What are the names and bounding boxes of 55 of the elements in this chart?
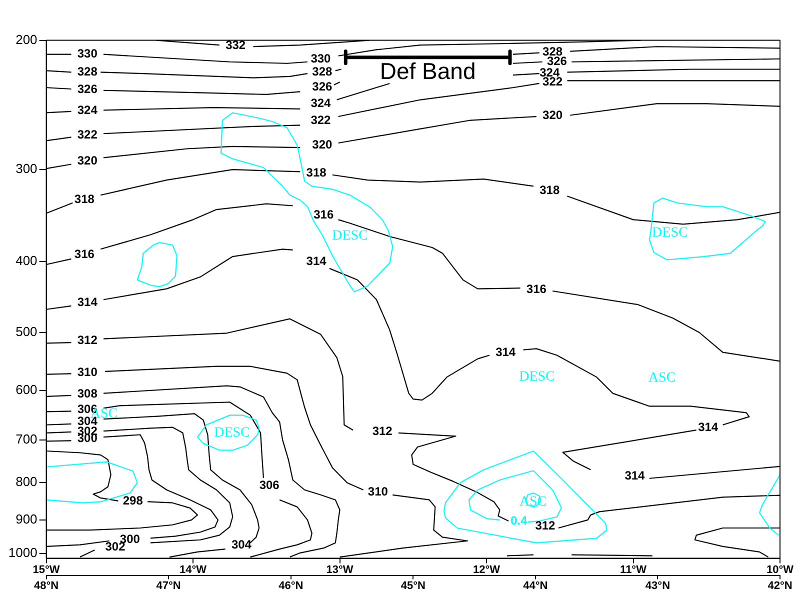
text: 312 <box>77 333 98 347</box>
text: 320 <box>77 153 98 168</box>
series-label: 328 <box>77 64 98 78</box>
annotation: ASC <box>648 370 676 386</box>
annotation: DESC <box>652 226 688 241</box>
x-tick-label: 11°W <box>620 564 648 576</box>
x-tick-label: 13°W <box>326 564 354 576</box>
annotation: DESC <box>519 370 555 385</box>
text: 326 <box>77 82 98 96</box>
series-label: 318 <box>74 192 95 206</box>
series-label: 308 <box>77 386 98 401</box>
series-label: 316 <box>74 246 95 261</box>
text: 330 <box>77 46 98 61</box>
x-tick-label: 12°W <box>473 564 501 576</box>
annotation: DESC <box>214 426 250 441</box>
text: 322 <box>77 128 98 142</box>
x2-tick-label: 43°N <box>645 580 670 592</box>
series-label: 310 <box>368 484 388 499</box>
text: 310 <box>77 364 98 379</box>
y-tick-label: 500 <box>16 324 38 340</box>
text: 314 <box>698 420 718 434</box>
series-label: Def Band <box>380 58 476 84</box>
text: 314 <box>77 295 98 310</box>
x-tick-label: 15°W <box>32 564 60 576</box>
series-label: 330 <box>310 52 332 66</box>
y-tick-label: 700 <box>16 431 38 446</box>
x2-tick-label: 42°N <box>768 580 792 592</box>
text: 314 <box>624 468 645 483</box>
x2-tick-label: 47°N <box>156 580 181 592</box>
x-tick-label: 10°W <box>766 564 794 576</box>
y-tick-label: 900 <box>16 512 38 527</box>
y-tick-label: 300 <box>16 161 38 176</box>
text: 324 <box>310 96 331 110</box>
series-label: 332 <box>226 38 246 52</box>
series-label: 306 <box>259 478 280 492</box>
text: 320 <box>542 108 563 122</box>
y-tick-label: 200 <box>16 32 38 47</box>
y-tick-label: 1000 <box>8 545 38 560</box>
text: 314 <box>496 345 516 360</box>
y-tick-label: 800 <box>16 474 38 489</box>
text: 328 <box>312 64 332 78</box>
text: 312 <box>372 424 392 438</box>
x2-tick-label: 44°N <box>523 580 548 592</box>
x2-tick-label: 46°N <box>278 580 304 592</box>
text: 318 <box>540 183 560 198</box>
x-tick-label: 14°W <box>180 564 208 576</box>
series-label: 298 <box>122 494 144 508</box>
text: 316 <box>526 282 546 296</box>
x2-tick-label: 45°N <box>400 580 426 592</box>
x2-tick-label: 48°N <box>34 580 59 592</box>
series-label: 324 <box>77 103 98 118</box>
series-label: 304 <box>231 537 252 552</box>
y-tick-label: 600 <box>16 382 38 398</box>
series-label: 326 <box>312 80 333 94</box>
y-tick-label: 400 <box>16 252 38 268</box>
